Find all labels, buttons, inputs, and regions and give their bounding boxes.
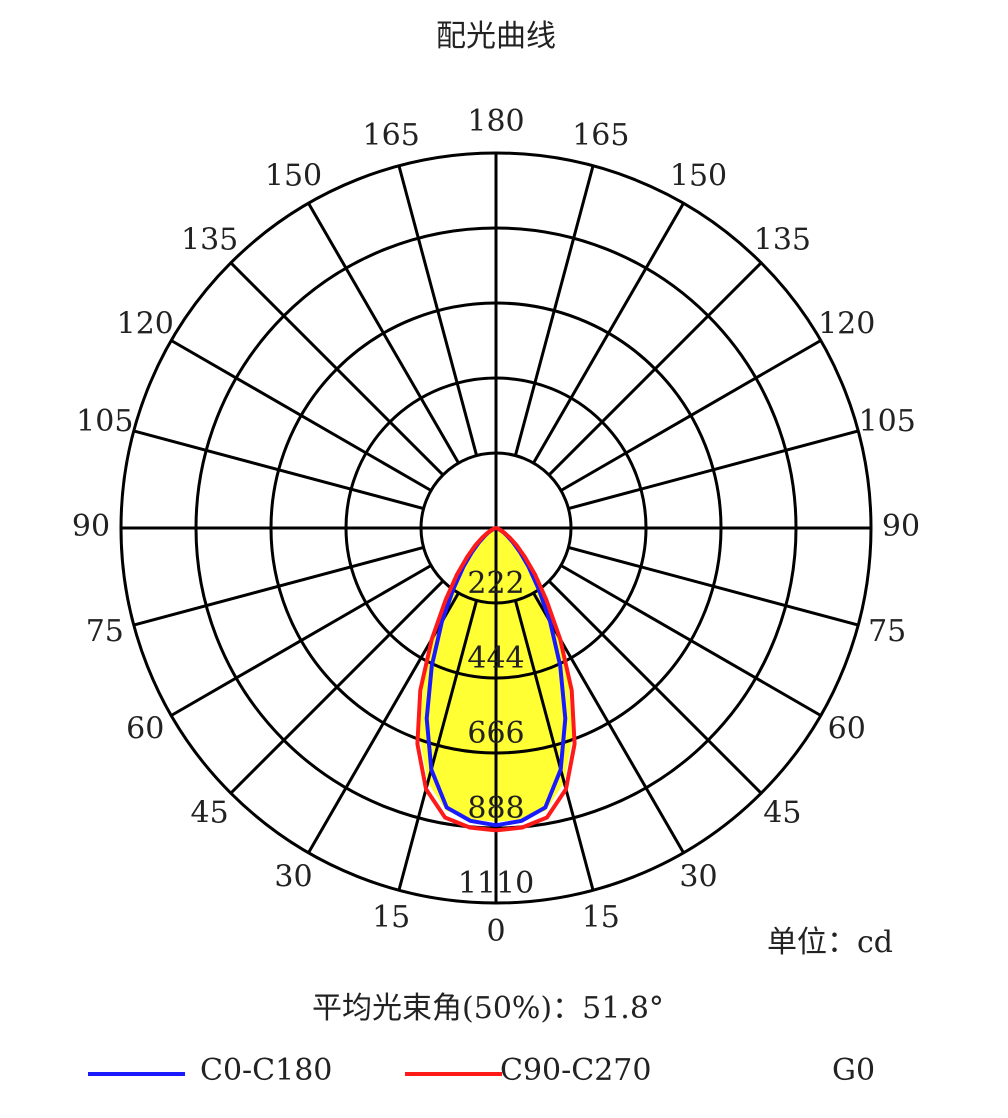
angle-label: 45 (763, 795, 801, 830)
spoke (307, 202, 460, 464)
angle-label: 135 (754, 223, 811, 258)
spoke (170, 339, 432, 492)
chart-title: 配光曲线 (436, 19, 556, 54)
spoke (170, 564, 432, 717)
spoke (513, 165, 595, 456)
curve-layer (415, 526, 577, 833)
angle-label: 75 (86, 614, 124, 649)
angle-label: 90 (882, 509, 920, 544)
angle-label: 15 (372, 900, 410, 935)
angle-label: 165 (572, 118, 629, 153)
angle-label: 180 (467, 104, 524, 139)
angle-label: 30 (274, 860, 312, 895)
spoke (568, 429, 859, 511)
angle-label: 60 (828, 712, 866, 747)
angle-label: 120 (818, 307, 875, 342)
spoke (513, 600, 595, 891)
spoke (133, 429, 424, 511)
angle-label: 120 (117, 307, 174, 342)
angle-label: 60 (126, 712, 164, 747)
angle-label: 30 (679, 860, 717, 895)
spoke (397, 600, 479, 891)
angle-label: 75 (868, 614, 906, 649)
curve (415, 526, 497, 833)
spoke (547, 579, 763, 795)
beam-angle-label: 平均光束角(50%)：51.8° (312, 991, 664, 1026)
spoke (547, 261, 763, 477)
spoke (532, 202, 685, 464)
ring-label: 1110 (458, 866, 534, 901)
angle-label: 150 (670, 158, 727, 193)
ring-label: 666 (467, 716, 524, 751)
angle-label: 105 (76, 404, 133, 439)
spoke (229, 261, 445, 477)
angle-label: 105 (859, 404, 916, 439)
angle-label: 15 (582, 900, 620, 935)
angle-label: 0 (486, 914, 505, 949)
legend-label: C0-C180 (200, 1053, 332, 1088)
angle-label: 90 (72, 509, 110, 544)
spoke (568, 545, 859, 627)
spoke (133, 545, 424, 627)
ring-label: 888 (467, 791, 524, 826)
angle-label: 45 (191, 795, 229, 830)
legend-label: C90-C270 (500, 1053, 651, 1088)
curve (495, 526, 577, 833)
spoke (229, 579, 445, 795)
spoke (560, 564, 822, 717)
ring-label: 444 (467, 641, 524, 676)
spoke (560, 339, 822, 492)
angle-label: 165 (363, 118, 420, 153)
ring-label: 222 (467, 566, 524, 601)
legend-label: G0 (832, 1053, 875, 1088)
spoke (397, 165, 479, 456)
angle-label: 135 (181, 223, 238, 258)
angle-label: 150 (265, 158, 322, 193)
unit-label: 单位：cd (767, 925, 893, 960)
label-layer: 222 444 666 888 1110 0 15 15 30 30 45 45 60 60 75 75 90 9… (72, 104, 920, 1088)
